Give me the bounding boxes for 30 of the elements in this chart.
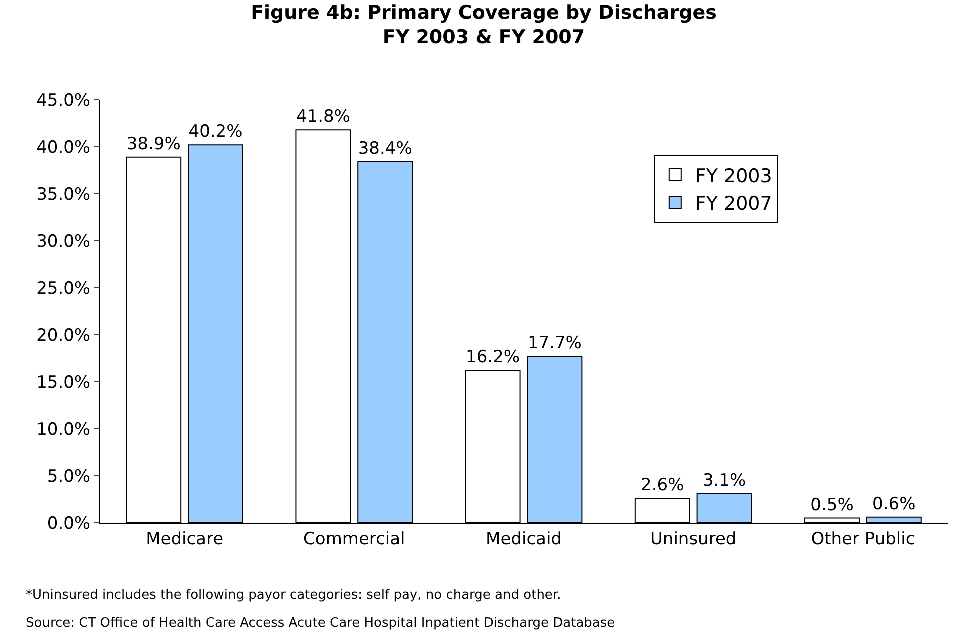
- y-tick-label: 45.0%: [36, 90, 91, 111]
- y-tick-label: 10.0%: [36, 420, 91, 440]
- y-tick-label: 30.0%: [36, 232, 91, 252]
- x-tick-label: Commercial: [304, 529, 406, 550]
- source-note: Source: CT Office of Health Care Access Acute Care Hospital Inpatient Discharge Database: [26, 616, 616, 631]
- y-tick-label: 35.0%: [36, 184, 91, 205]
- legend-label: FY 2007: [695, 192, 772, 215]
- data-label: 17.7%: [528, 334, 582, 354]
- data-label: 2.6%: [641, 476, 684, 496]
- y-tick-label: 20.0%: [36, 326, 91, 346]
- y-tick-label: 25.0%: [36, 278, 91, 299]
- x-tick-label: Medicaid: [486, 529, 562, 550]
- y-tick-label: 15.0%: [36, 372, 91, 393]
- data-label: 0.6%: [872, 494, 916, 514]
- data-label: 38.4%: [358, 139, 412, 160]
- x-tick-label: Medicare: [146, 529, 224, 550]
- y-tick-label: 0.0%: [47, 514, 91, 534]
- data-label: 0.5%: [810, 495, 854, 516]
- x-tick-label: Uninsured: [650, 529, 737, 550]
- y-tick-label: 40.0%: [36, 138, 91, 158]
- x-tick-label: Other Public: [811, 529, 916, 550]
- chart-title: Figure 4b: Primary Coverage by Discharges FY 2003 & FY 2007: [251, 2, 717, 49]
- legend-label: FY 2003: [695, 165, 772, 188]
- data-label: 16.2%: [466, 348, 520, 368]
- text: *Uninsured includes the following payor categories: self pay, no charge and other.: [26, 588, 562, 603]
- data-label: 38.9%: [126, 134, 181, 154]
- data-label: 3.1%: [702, 470, 746, 491]
- data-label: 40.2%: [188, 122, 243, 142]
- y-tick-label: 5.0%: [47, 466, 91, 487]
- data-label: 41.8%: [296, 107, 350, 128]
